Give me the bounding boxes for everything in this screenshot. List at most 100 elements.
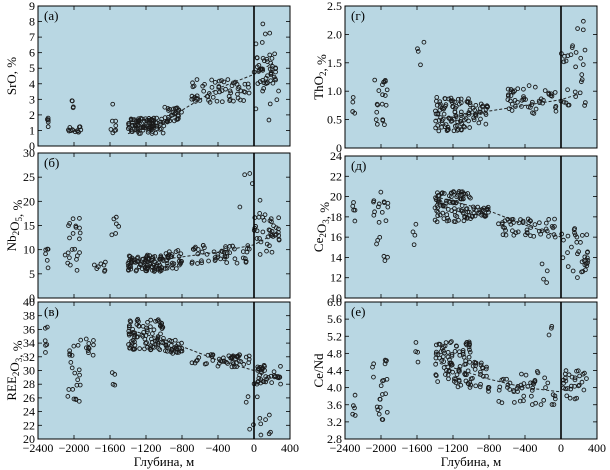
- data-point: [153, 123, 159, 129]
- data-point: [169, 338, 174, 344]
- data-point: [141, 256, 146, 262]
- data-point: [255, 81, 261, 86]
- data-point: [260, 88, 265, 94]
- data-point: [528, 233, 533, 239]
- data-point: [470, 375, 475, 381]
- data-point: [244, 249, 250, 255]
- data-point: [575, 251, 580, 257]
- data-point: [462, 112, 468, 118]
- data-point: [163, 348, 168, 354]
- data-point: [258, 421, 264, 427]
- data-point: [541, 97, 546, 103]
- data-point: [109, 118, 115, 124]
- data-point: [478, 360, 484, 366]
- data-point: [579, 379, 585, 385]
- data-point: [582, 254, 588, 260]
- data-point: [268, 60, 274, 66]
- data-point: [546, 91, 552, 97]
- data-point: [376, 411, 382, 417]
- data-point: [464, 340, 470, 345]
- data-point: [449, 194, 454, 200]
- data-point: [69, 98, 75, 104]
- data-point: [481, 205, 487, 211]
- data-point: [144, 325, 149, 331]
- data-point: [74, 267, 80, 273]
- data-point: [76, 367, 82, 373]
- data-point: [260, 78, 266, 83]
- data-point: [583, 267, 588, 273]
- data-point: [519, 385, 525, 391]
- y-tick-label: 22: [23, 418, 35, 432]
- y-tick-label: 20: [23, 432, 35, 446]
- data-point: [533, 106, 539, 112]
- data-point: [548, 325, 554, 331]
- data-point: [552, 396, 558, 402]
- data-point: [202, 245, 207, 251]
- data-point: [562, 371, 568, 377]
- data-point: [552, 393, 558, 399]
- data-point: [86, 346, 92, 351]
- y-tick-label: 15: [23, 219, 35, 233]
- chart-panel-1: 0 12 34 56 78 9 (а) SrO, %: [4, 0, 291, 153]
- plot-area: [344, 155, 598, 299]
- data-point: [453, 113, 459, 118]
- y-tick-label: 30: [23, 364, 35, 378]
- data-point: [413, 349, 418, 354]
- data-point: [256, 62, 262, 68]
- data-point: [102, 267, 108, 273]
- data-point: [169, 260, 175, 266]
- data-point: [136, 259, 141, 264]
- x-tick-label: 400: [588, 441, 606, 455]
- data-point: [415, 49, 421, 54]
- data-point: [510, 228, 515, 234]
- trend-line: [434, 361, 562, 393]
- data-point: [470, 363, 476, 369]
- panel-label: (б): [44, 155, 59, 170]
- x-tick-label: 0: [251, 441, 257, 455]
- data-point: [379, 209, 385, 215]
- data-point: [472, 213, 478, 219]
- data-point: [145, 129, 151, 135]
- data-point: [462, 372, 468, 378]
- data-point: [380, 392, 385, 397]
- y-tick-label: 5: [29, 267, 35, 281]
- data-point: [91, 342, 96, 348]
- data-point: [112, 372, 118, 377]
- data-point: [504, 376, 509, 382]
- data-point: [276, 215, 282, 221]
- data-point: [274, 97, 280, 103]
- data-point: [247, 171, 253, 176]
- chart-panel-6: 2.8 3.2 3.6 4.0 4.4 4.8 5.2 5.6 6.0 −2400 −2000 −16…: [311, 295, 606, 469]
- data-point: [269, 56, 275, 61]
- y-tick-label: 34: [23, 336, 35, 350]
- data-point: [155, 340, 161, 346]
- data-point: [549, 402, 555, 407]
- data-point: [148, 324, 153, 330]
- data-point: [578, 55, 584, 61]
- data-point: [514, 386, 520, 391]
- data-point: [66, 223, 71, 228]
- data-point: [149, 336, 154, 342]
- data-point: [150, 331, 155, 336]
- data-point: [243, 354, 249, 360]
- data-point: [384, 358, 389, 363]
- data-point: [470, 105, 476, 111]
- data-point: [77, 250, 82, 255]
- y-tick-label: 2.8: [327, 432, 342, 446]
- data-point: [374, 404, 380, 410]
- data-point: [67, 235, 72, 241]
- data-point: [543, 226, 549, 232]
- data-point: [352, 413, 358, 418]
- data-point: [202, 82, 207, 87]
- trend-line: [127, 63, 273, 135]
- data-point: [461, 218, 467, 224]
- data-point: [212, 258, 218, 263]
- data-point: [161, 336, 166, 341]
- data-point: [194, 93, 200, 99]
- data-point: [376, 88, 382, 93]
- data-point: [194, 77, 200, 82]
- data-point: [179, 348, 185, 354]
- data-point: [456, 127, 461, 132]
- data-point: [561, 59, 567, 65]
- y-axis-label: Nb2O5, %: [4, 200, 25, 252]
